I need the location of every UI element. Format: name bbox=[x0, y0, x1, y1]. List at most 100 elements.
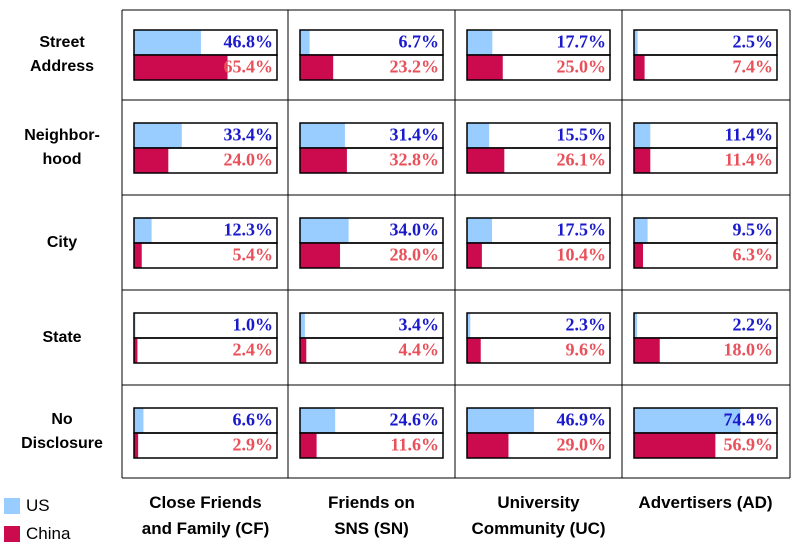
value-label: 11.4% bbox=[724, 150, 773, 170]
value-label: 65.4% bbox=[224, 57, 274, 77]
bar bbox=[134, 55, 228, 80]
bar bbox=[300, 30, 310, 55]
bar bbox=[300, 123, 345, 148]
bar-frame bbox=[466, 147, 611, 174]
bar-frame bbox=[133, 432, 278, 459]
value-label: 46.8% bbox=[224, 32, 274, 52]
value-label: 2.5% bbox=[733, 32, 774, 52]
bar bbox=[300, 148, 347, 173]
bar-frame bbox=[133, 147, 278, 174]
value-label: 9.6% bbox=[566, 340, 607, 360]
bar-frame bbox=[299, 54, 444, 81]
legend-swatch bbox=[4, 526, 20, 542]
row-label: State bbox=[42, 328, 82, 346]
bar bbox=[634, 243, 644, 268]
bar-frame bbox=[633, 147, 778, 174]
column-label: Friends on SNS (SN) bbox=[328, 493, 415, 538]
bar bbox=[300, 408, 336, 433]
bar-frame bbox=[299, 242, 444, 269]
bar bbox=[634, 408, 741, 433]
value-label: 10.4% bbox=[557, 245, 607, 265]
bar bbox=[300, 218, 349, 243]
bar bbox=[634, 313, 638, 338]
value-label: 23.2% bbox=[390, 57, 440, 77]
bar-frame bbox=[633, 54, 778, 81]
value-label: 29.0% bbox=[557, 435, 607, 455]
bar bbox=[467, 338, 481, 363]
row-label: Neighbor-hood bbox=[24, 126, 100, 168]
bar bbox=[467, 55, 503, 80]
bar-frame bbox=[633, 432, 778, 459]
value-label: 28.0% bbox=[390, 245, 440, 265]
value-label: 17.7% bbox=[557, 32, 607, 52]
bar bbox=[634, 55, 645, 80]
row-label: City bbox=[46, 233, 78, 251]
legend-item: US bbox=[4, 496, 50, 516]
bar-frame bbox=[133, 242, 278, 269]
value-label: 18.0% bbox=[724, 340, 774, 360]
bar bbox=[467, 30, 493, 55]
value-label: 2.3% bbox=[566, 315, 607, 335]
bar-frame bbox=[466, 337, 611, 364]
value-label: 9.5% bbox=[733, 220, 774, 240]
bar bbox=[300, 313, 305, 338]
value-label: 32.8% bbox=[390, 150, 440, 170]
bar bbox=[467, 408, 535, 433]
bar-frame bbox=[299, 147, 444, 174]
bar bbox=[134, 30, 201, 55]
bar bbox=[300, 55, 334, 80]
column-label: Advertisers (AD) bbox=[638, 493, 773, 512]
bar bbox=[467, 243, 482, 268]
bar-frame bbox=[133, 54, 278, 81]
bar bbox=[467, 313, 471, 338]
bar bbox=[134, 218, 152, 243]
value-label: 24.0% bbox=[224, 150, 274, 170]
value-label: 3.4% bbox=[399, 315, 440, 335]
value-label: 46.9% bbox=[557, 410, 607, 430]
value-label: 25.0% bbox=[557, 57, 607, 77]
value-label: 4.4% bbox=[399, 340, 440, 360]
value-label: 5.4% bbox=[233, 245, 274, 265]
legend-item: China bbox=[4, 524, 70, 544]
bar-frame bbox=[299, 337, 444, 364]
value-label: 1.0% bbox=[233, 315, 274, 335]
value-label: 7.4% bbox=[733, 57, 774, 77]
bar bbox=[134, 123, 182, 148]
legend-swatch bbox=[4, 498, 20, 514]
bar bbox=[467, 148, 505, 173]
bar-frame bbox=[466, 54, 611, 81]
bar bbox=[134, 433, 139, 458]
bar-frame bbox=[633, 337, 778, 364]
value-label: 12.3% bbox=[224, 220, 274, 240]
value-label: 11.4% bbox=[724, 125, 773, 145]
legend-label: China bbox=[26, 524, 71, 543]
value-label: 11.6% bbox=[390, 435, 439, 455]
value-label: 31.4% bbox=[390, 125, 440, 145]
bar-frame bbox=[133, 337, 278, 364]
value-label: 17.5% bbox=[557, 220, 607, 240]
bar bbox=[634, 148, 651, 173]
column-label: University Community (UC) bbox=[471, 493, 606, 538]
bar bbox=[634, 123, 651, 148]
value-label: 56.9% bbox=[724, 435, 774, 455]
value-label: 6.3% bbox=[733, 245, 774, 265]
value-label: 15.5% bbox=[557, 125, 607, 145]
bar-frame bbox=[466, 242, 611, 269]
value-label: 34.0% bbox=[390, 220, 440, 240]
bar-frame bbox=[466, 432, 611, 459]
value-label: 2.9% bbox=[233, 435, 274, 455]
value-label: 2.2% bbox=[733, 315, 774, 335]
value-label: 24.6% bbox=[390, 410, 440, 430]
value-label: 33.4% bbox=[224, 125, 274, 145]
bar bbox=[300, 338, 307, 363]
bar bbox=[634, 218, 648, 243]
bar bbox=[134, 243, 142, 268]
bar-frame bbox=[633, 242, 778, 269]
bar bbox=[134, 338, 138, 363]
bar bbox=[634, 338, 660, 363]
value-label: 6.7% bbox=[399, 32, 440, 52]
row-label: No Disclosure bbox=[21, 410, 103, 452]
bar bbox=[467, 433, 509, 458]
